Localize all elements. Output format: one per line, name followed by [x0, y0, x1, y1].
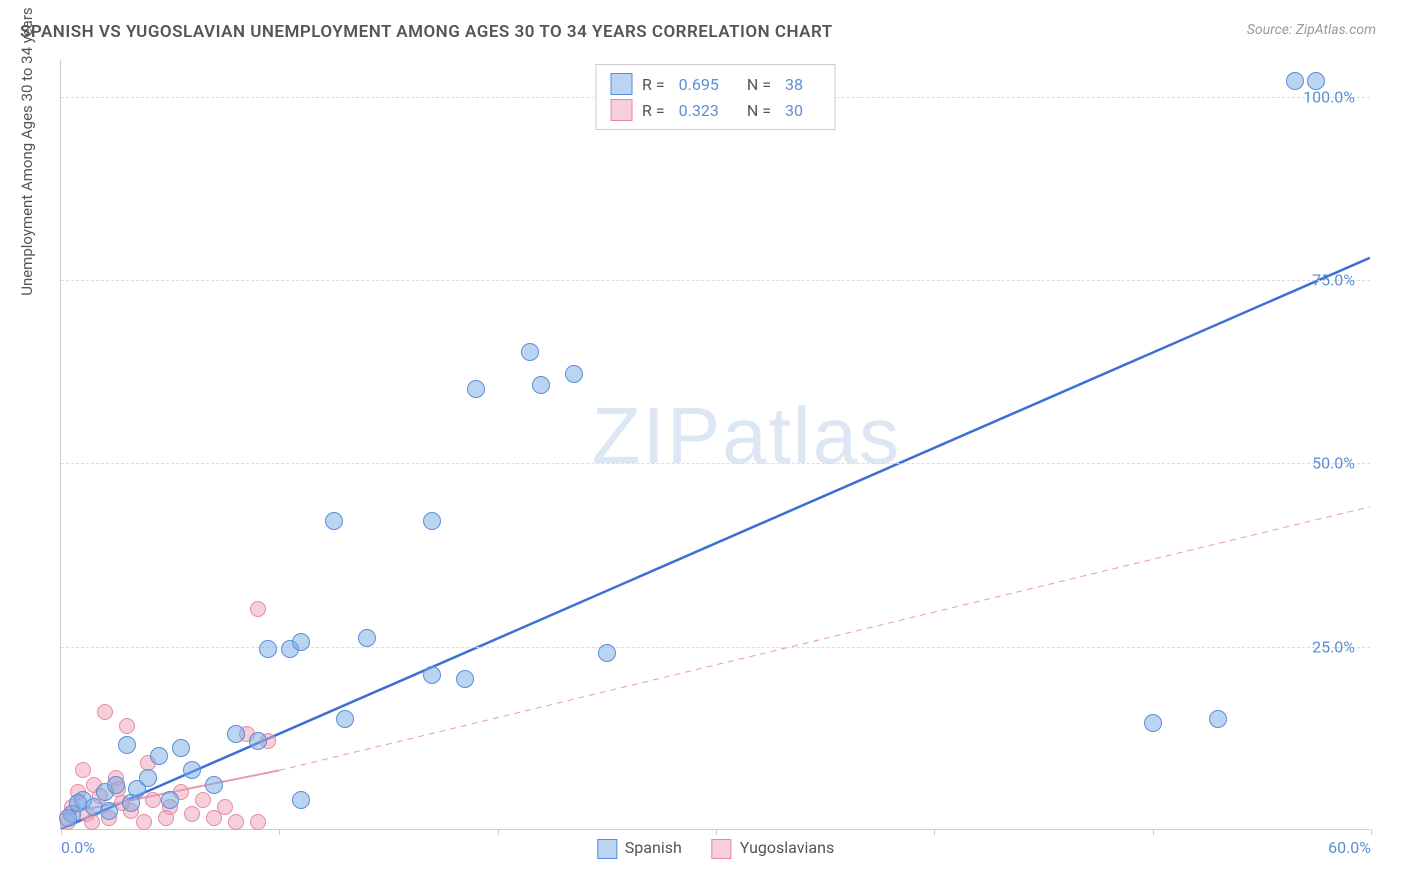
- scatter-point-pink: [228, 814, 244, 830]
- scatter-point-blue: [1307, 72, 1325, 90]
- scatter-point-pink: [145, 792, 161, 808]
- scatter-point-blue: [325, 512, 343, 530]
- scatter-point-blue: [358, 629, 376, 647]
- xtick-label: 0.0%: [61, 838, 95, 857]
- scatter-point-pink: [217, 799, 233, 815]
- scatter-point-blue: [183, 761, 201, 779]
- series-legend: Spanish Yugoslavians: [597, 838, 834, 859]
- r-value: 0.323: [679, 101, 719, 120]
- legend-spanish: Spanish: [597, 838, 682, 859]
- scatter-point-pink: [250, 814, 266, 830]
- scatter-point-pink: [84, 814, 100, 830]
- plot-area: ZIPatlas R = 0.695 N = 38 R = 0.323 N = …: [60, 60, 1370, 830]
- scatter-point-blue: [227, 725, 245, 743]
- gridline: [61, 280, 1370, 281]
- swatch-pink-icon: [610, 99, 632, 121]
- scatter-point-blue: [107, 776, 125, 794]
- ytick-label: 75.0%: [1312, 271, 1355, 290]
- scatter-point-blue: [292, 633, 310, 651]
- scatter-point-blue: [118, 736, 136, 754]
- scatter-point-blue: [532, 376, 550, 394]
- scatter-point-blue: [150, 747, 168, 765]
- scatter-point-pink: [97, 704, 113, 720]
- scatter-point-blue: [1209, 710, 1227, 728]
- legend-label: Spanish: [625, 838, 682, 857]
- scatter-point-pink: [158, 810, 174, 826]
- scatter-point-pink: [119, 718, 135, 734]
- legend-label: Yugoslavians: [740, 838, 834, 857]
- r-label: R =: [642, 75, 665, 94]
- scatter-point-blue: [100, 802, 118, 820]
- legend-row-blue: R = 0.695 N = 38: [610, 71, 821, 97]
- scatter-point-pink: [195, 792, 211, 808]
- xtick-mark: [61, 829, 62, 835]
- y-axis-label: Unemployment Among Ages 30 to 34 years: [18, 7, 36, 295]
- correlation-legend: R = 0.695 N = 38 R = 0.323 N = 30: [595, 64, 836, 130]
- gridline: [61, 647, 1370, 648]
- n-label: N =: [747, 101, 771, 120]
- scatter-point-blue: [259, 640, 277, 658]
- xtick-mark: [279, 829, 280, 835]
- swatch-blue-icon: [597, 839, 617, 859]
- source-credit: Source: ZipAtlas.com: [1247, 22, 1376, 38]
- r-label: R =: [642, 101, 665, 120]
- scatter-point-blue: [467, 380, 485, 398]
- n-value: 30: [785, 101, 803, 120]
- xtick-mark: [934, 829, 935, 835]
- xtick-mark: [1153, 829, 1154, 835]
- scatter-point-blue: [423, 666, 441, 684]
- ytick-label: 25.0%: [1312, 637, 1355, 656]
- scatter-point-pink: [250, 601, 266, 617]
- swatch-pink-icon: [712, 839, 732, 859]
- trend-pink-dash: [279, 507, 1370, 771]
- scatter-point-blue: [565, 365, 583, 383]
- scatter-point-blue: [598, 644, 616, 662]
- xtick-label: 60.0%: [1328, 838, 1371, 857]
- xtick-mark: [1371, 829, 1372, 835]
- scatter-point-blue: [122, 794, 140, 812]
- r-value: 0.695: [679, 75, 719, 94]
- scatter-point-blue: [249, 732, 267, 750]
- xtick-mark: [498, 829, 499, 835]
- swatch-blue-icon: [610, 73, 632, 95]
- gridline: [61, 463, 1370, 464]
- scatter-point-pink: [184, 806, 200, 822]
- ytick-label: 50.0%: [1312, 454, 1355, 473]
- scatter-point-blue: [161, 791, 179, 809]
- scatter-point-blue: [59, 809, 77, 827]
- scatter-point-blue: [292, 791, 310, 809]
- scatter-point-blue: [521, 343, 539, 361]
- n-label: N =: [747, 75, 771, 94]
- scatter-point-blue: [336, 710, 354, 728]
- scatter-point-blue: [1286, 72, 1304, 90]
- trendlines-svg: [61, 60, 1370, 829]
- scatter-point-blue: [1144, 714, 1162, 732]
- scatter-point-blue: [423, 512, 441, 530]
- xtick-mark: [716, 829, 717, 835]
- scatter-point-blue: [205, 776, 223, 794]
- watermark: ZIPatlas: [592, 389, 901, 481]
- scatter-point-blue: [456, 670, 474, 688]
- legend-row-pink: R = 0.323 N = 30: [610, 97, 821, 123]
- scatter-point-blue: [172, 739, 190, 757]
- scatter-point-pink: [136, 814, 152, 830]
- ytick-label: 100.0%: [1303, 87, 1355, 106]
- legend-yugoslavians: Yugoslavians: [712, 838, 834, 859]
- n-value: 38: [785, 75, 803, 94]
- chart-title: SPANISH VS YUGOSLAVIAN UNEMPLOYMENT AMON…: [20, 22, 833, 42]
- scatter-point-pink: [75, 762, 91, 778]
- scatter-point-blue: [139, 769, 157, 787]
